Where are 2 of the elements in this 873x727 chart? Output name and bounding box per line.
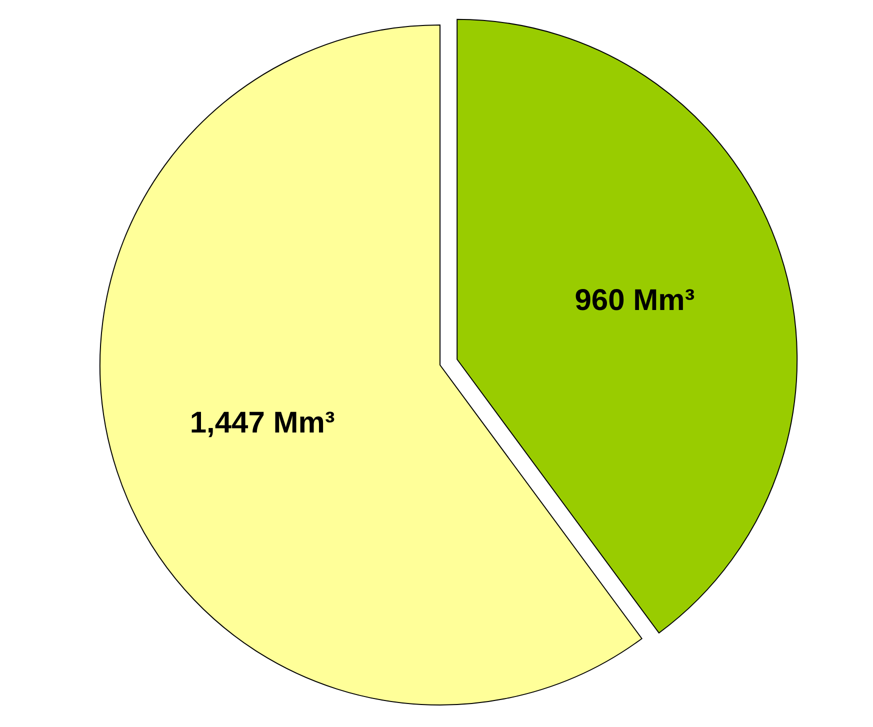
data-label: 1,447 Mm³ (190, 406, 335, 440)
data-label: 960 Mm³ (574, 284, 695, 317)
